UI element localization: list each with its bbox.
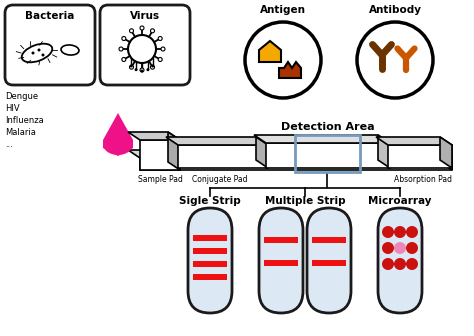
- FancyBboxPatch shape: [307, 208, 351, 313]
- Bar: [264, 260, 298, 266]
- Circle shape: [119, 47, 123, 51]
- Circle shape: [245, 22, 321, 98]
- Text: Dengue: Dengue: [5, 92, 38, 101]
- Circle shape: [135, 68, 137, 71]
- Polygon shape: [440, 137, 452, 168]
- Bar: [312, 260, 346, 266]
- Polygon shape: [378, 135, 390, 168]
- Circle shape: [406, 242, 418, 254]
- Bar: [312, 237, 346, 243]
- Circle shape: [129, 29, 134, 33]
- Polygon shape: [178, 145, 268, 168]
- Text: Bacteria: Bacteria: [25, 11, 75, 21]
- Text: Antibody: Antibody: [368, 5, 421, 15]
- Text: HIV: HIV: [5, 104, 19, 113]
- Circle shape: [382, 242, 394, 254]
- Text: Detection Area: Detection Area: [281, 122, 374, 132]
- Bar: [193, 235, 227, 241]
- Bar: [193, 261, 227, 267]
- Circle shape: [151, 65, 155, 69]
- Text: Virus: Virus: [130, 11, 160, 21]
- Circle shape: [406, 226, 418, 238]
- FancyBboxPatch shape: [378, 208, 422, 313]
- Circle shape: [122, 37, 126, 41]
- Polygon shape: [388, 145, 452, 168]
- Bar: [295, 135, 360, 172]
- Bar: [193, 248, 227, 254]
- Polygon shape: [128, 132, 180, 140]
- Ellipse shape: [61, 45, 79, 55]
- Text: Antigen: Antigen: [260, 5, 306, 15]
- Polygon shape: [266, 143, 390, 168]
- Text: Multiple Strip: Multiple Strip: [264, 196, 346, 206]
- FancyBboxPatch shape: [259, 208, 303, 313]
- Polygon shape: [256, 137, 268, 168]
- Circle shape: [394, 226, 406, 238]
- Circle shape: [130, 65, 133, 68]
- Text: Sigle Strip: Sigle Strip: [179, 196, 241, 206]
- Circle shape: [357, 22, 433, 98]
- Polygon shape: [140, 140, 180, 170]
- Circle shape: [158, 37, 162, 41]
- Circle shape: [406, 258, 418, 270]
- Polygon shape: [259, 41, 281, 62]
- Bar: [193, 274, 227, 280]
- Circle shape: [394, 258, 406, 270]
- Circle shape: [122, 57, 126, 61]
- Circle shape: [129, 65, 134, 69]
- Circle shape: [382, 258, 394, 270]
- Circle shape: [382, 226, 394, 238]
- Polygon shape: [103, 113, 133, 156]
- Circle shape: [161, 47, 165, 51]
- Text: Absorption Pad: Absorption Pad: [394, 175, 452, 184]
- Circle shape: [140, 68, 144, 72]
- Circle shape: [140, 26, 144, 30]
- Text: Malaria: Malaria: [5, 128, 36, 137]
- Polygon shape: [376, 137, 452, 145]
- Polygon shape: [128, 150, 452, 158]
- Ellipse shape: [103, 133, 133, 155]
- Polygon shape: [168, 132, 180, 170]
- Polygon shape: [254, 135, 390, 143]
- Ellipse shape: [22, 44, 52, 62]
- Bar: [264, 237, 298, 243]
- Circle shape: [140, 70, 144, 73]
- Circle shape: [146, 68, 149, 71]
- Text: Microarray: Microarray: [368, 196, 432, 206]
- Circle shape: [128, 35, 156, 63]
- Circle shape: [42, 53, 45, 56]
- Text: ...: ...: [5, 140, 13, 149]
- Circle shape: [151, 65, 154, 68]
- Polygon shape: [166, 137, 268, 145]
- Polygon shape: [140, 158, 452, 170]
- Text: Conjugate Pad: Conjugate Pad: [192, 175, 248, 184]
- FancyBboxPatch shape: [5, 5, 95, 85]
- Circle shape: [31, 51, 35, 54]
- Circle shape: [394, 242, 406, 254]
- Polygon shape: [279, 62, 301, 78]
- Text: Influenza: Influenza: [5, 116, 44, 125]
- Circle shape: [158, 57, 162, 61]
- Polygon shape: [440, 150, 452, 170]
- Circle shape: [37, 48, 40, 51]
- Text: Sample Pad: Sample Pad: [137, 175, 182, 184]
- FancyBboxPatch shape: [100, 5, 190, 85]
- FancyBboxPatch shape: [188, 208, 232, 313]
- Circle shape: [151, 29, 155, 33]
